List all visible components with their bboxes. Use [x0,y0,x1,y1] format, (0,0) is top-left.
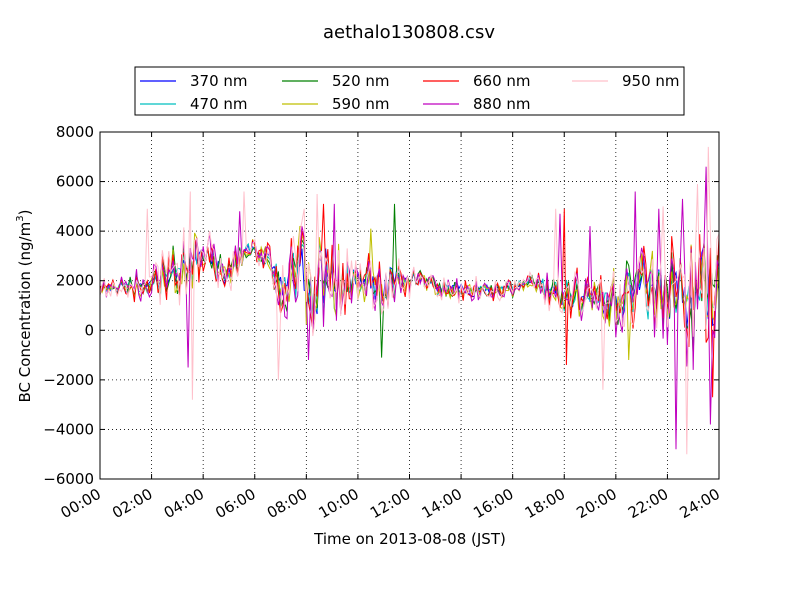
y-axis-label-main: BC Concentration (ng/m [16,222,34,403]
chart-title: aethalo130808.csv [323,22,495,43]
legend-label: 880 nm [473,95,531,113]
axis-ticks [99,131,720,480]
x-tick-label: 10:00 [315,485,361,522]
x-tick-label: 06:00 [212,485,258,522]
legend-label: 950 nm [622,72,680,90]
legend-label: 370 nm [190,72,248,90]
legend-label: 520 nm [332,72,390,90]
legend-label: 660 nm [473,72,531,90]
x-tick-label: 24:00 [677,485,723,522]
series-line [100,146,719,455]
y-tick-label: 0 [84,321,94,339]
y-tick-label: 2000 [56,272,94,290]
x-tick-label: 04:00 [161,485,207,522]
legend-frame [134,66,685,116]
x-tick-label: 00:00 [58,485,104,522]
y-tick-label: 4000 [56,222,94,240]
y-axis-label-superscript: 3 [15,215,26,221]
y-tick-label: −4000 [43,420,94,438]
x-tick-label: 12:00 [367,485,413,522]
legend-label: 590 nm [332,95,390,113]
x-tick-label: 14:00 [419,485,465,522]
grid-lines [99,131,720,480]
x-tick-label: 08:00 [264,485,310,522]
y-tick-label: 6000 [56,173,94,191]
y-axis-label-end: ) [16,210,34,216]
x-tick-label: 16:00 [470,485,516,522]
y-tick-label: −6000 [43,470,94,488]
x-axis-label: Time on 2013-08-08 (JST) [313,530,506,548]
x-tick-label: 02:00 [109,485,155,522]
chart-legend: 370 nm 470 nm 520 nm 590 nm 660 nm 880 nm 950 … [134,66,685,116]
x-tick-label: 18:00 [522,485,568,522]
series-line [100,203,719,358]
plot-series [100,146,719,455]
x-tick-label: 20:00 [573,485,619,522]
y-tick-label: −2000 [43,371,94,389]
y-axis-label: BC Concentration (ng/m3) [15,210,34,403]
y-axis-label-group: BC Concentration (ng/m3) [15,210,34,403]
legend-label: 470 nm [190,95,248,113]
x-tick-label: 22:00 [625,485,671,522]
y-axis-tick-labels: −6000 −4000 −2000 0 2000 4000 6000 8000 [43,123,94,488]
y-tick-label: 8000 [56,123,94,141]
x-axis-tick-labels: 00:00 02:00 04:00 06:00 08:00 10:00 12:00 14:00… [58,485,723,522]
